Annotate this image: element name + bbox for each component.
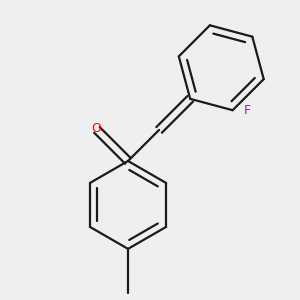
Text: F: F: [244, 104, 251, 117]
Text: O: O: [91, 122, 101, 135]
